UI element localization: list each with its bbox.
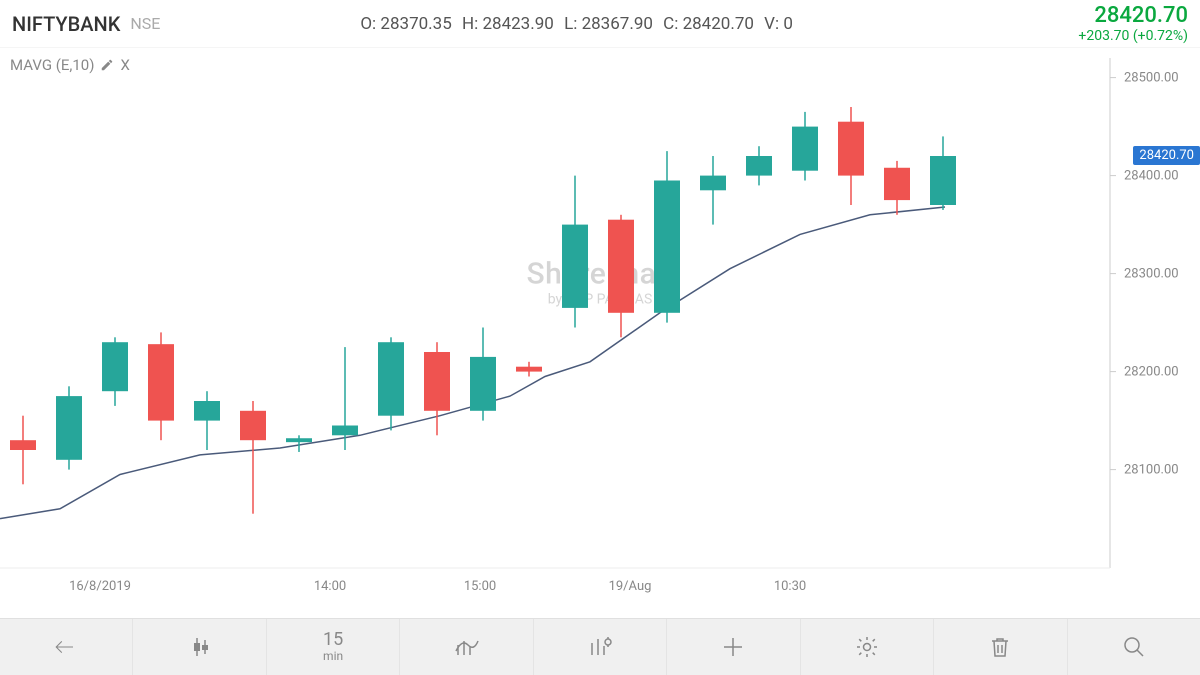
low-label: L: [564,14,577,34]
search-button[interactable] [1068,619,1200,675]
chart-area[interactable]: MAVG (E,10) X Sharekhan by BNP PARIBAS 2… [0,48,1200,618]
indicators-button[interactable] [400,619,533,675]
ohlc-readout: O: 28370.35 H: 28423.90 L: 28367.90 C: 2… [360,14,799,34]
high-value: 28423.90 [482,14,553,34]
candlestick-chart[interactable]: 28100.00 28200.00 28300.00 28400.00 28500.00… [0,48,1200,618]
svg-text:28300.00: 28300.00 [1124,267,1179,282]
chart-type-button[interactable] [133,619,266,675]
bottom-toolbar: 15 min [0,618,1200,675]
chart-tools-icon [587,635,613,659]
price-block: 28420.70 +203.70 (+0.72%) [1078,3,1188,44]
svg-text:28100.00: 28100.00 [1124,463,1179,478]
svg-text:28500.00: 28500.00 [1124,71,1179,86]
timeframe-number: 15 [323,631,343,649]
crosshair-button[interactable] [667,619,800,675]
low-value: 28367.90 [582,14,653,34]
chart-settings-button[interactable] [534,619,667,675]
back-button[interactable] [0,619,133,675]
back-arrow-icon [52,637,80,657]
trash-icon [989,635,1011,659]
delete-button[interactable] [934,619,1067,675]
open-label: O: [360,14,376,34]
svg-text:28400.00: 28400.00 [1124,169,1179,184]
exchange-label: NSE [130,14,160,33]
price-change: +203.70 (+0.72%) [1078,28,1188,44]
timeframe-button[interactable]: 15 min [267,619,400,675]
volume-label: V: [764,14,779,34]
volume-value: 0 [783,14,793,34]
search-icon [1122,635,1146,659]
timeframe-unit: min [323,649,343,663]
gear-icon [855,635,879,659]
close-value: 28420.70 [683,14,754,34]
last-price: 28420.70 [1078,3,1188,28]
settings-button[interactable] [801,619,934,675]
candle-icon [188,635,212,659]
current-price-tag: 28420.70 [1133,146,1200,165]
symbol-name[interactable]: NIFTYBANK [12,12,120,36]
open-value: 28370.35 [380,14,451,34]
close-label: C: [663,14,678,34]
chart-header: NIFTYBANK NSE O: 28370.35 H: 28423.90 L:… [0,0,1200,48]
svg-text:16/8/2019: 16/8/2019 [69,579,131,594]
svg-text:10:30: 10:30 [774,579,806,594]
high-label: H: [462,14,478,34]
svg-text:15:00: 15:00 [464,579,496,594]
indicators-icon [454,635,480,659]
svg-text:28200.00: 28200.00 [1124,365,1179,380]
svg-text:19/Aug: 19/Aug [609,579,652,594]
svg-text:14:00: 14:00 [314,579,346,594]
plus-icon [721,635,745,659]
